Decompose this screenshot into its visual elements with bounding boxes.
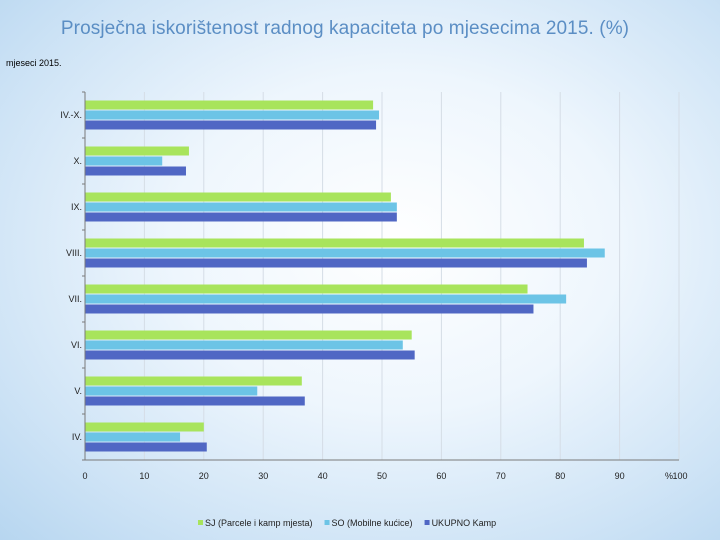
bar [85, 156, 163, 166]
bar [85, 238, 584, 248]
bar [85, 166, 186, 176]
x-tick-label: 40 [318, 471, 328, 481]
category-labels: IV.-X. X. IX. VIII. VII. VI. V. IV. [60, 110, 82, 442]
bar [85, 304, 534, 314]
bar [85, 350, 415, 360]
x-tick-label: 90 [615, 471, 625, 481]
category-label: V. [74, 386, 82, 396]
y-axis-title: mjeseci 2015. [6, 58, 62, 68]
x-axis-unit: % [665, 471, 673, 481]
bar [85, 110, 380, 120]
legend-swatch [198, 520, 203, 525]
bars [85, 100, 605, 452]
bar [85, 294, 567, 304]
category-label: X. [73, 156, 82, 166]
bar [85, 202, 397, 212]
bar [85, 120, 377, 130]
tick-labels: 0 10 20 30 40 50 60 70 80 90 100 [82, 471, 687, 481]
bar [85, 432, 181, 442]
legend: SJ (Parcele i kamp mjesta) SO (Mobilne ku… [198, 518, 496, 528]
legend-label: SO (Mobilne kućice) [332, 518, 413, 528]
bar [85, 386, 258, 396]
bar [85, 442, 207, 452]
bar [85, 376, 302, 386]
x-tick-label: 50 [377, 471, 387, 481]
category-label: IV.-X. [60, 110, 82, 120]
category-label: VIII. [66, 248, 82, 258]
bar [85, 340, 403, 350]
x-tick-label: 70 [496, 471, 506, 481]
bar [85, 396, 305, 406]
bar [85, 146, 189, 156]
x-tick-label: 30 [258, 471, 268, 481]
legend-label: UKUPNO Kamp [432, 518, 497, 528]
axes [82, 91, 679, 461]
category-label: IV. [72, 432, 82, 442]
category-label: VII. [68, 294, 82, 304]
chart-title: Prosječna iskorištenost radnog kapacitet… [60, 18, 630, 39]
category-label: VI. [71, 340, 82, 350]
legend-swatch [324, 520, 330, 525]
bar [85, 212, 397, 222]
bar [85, 284, 528, 294]
bar [85, 192, 391, 202]
bar [85, 258, 587, 268]
legend-swatch [424, 520, 430, 525]
bar [85, 248, 605, 258]
x-tick-label: 100 [672, 471, 687, 481]
x-tick-label: 80 [555, 471, 565, 481]
bar [85, 330, 412, 340]
legend-label: SJ (Parcele i kamp mjesta) [205, 518, 313, 528]
x-tick-label: 0 [82, 471, 87, 481]
x-tick-label: 10 [139, 471, 149, 481]
bar [85, 100, 374, 110]
bar [85, 422, 204, 432]
category-label: IX. [71, 202, 82, 212]
x-tick-label: 20 [199, 471, 209, 481]
x-tick-label: 60 [436, 471, 446, 481]
